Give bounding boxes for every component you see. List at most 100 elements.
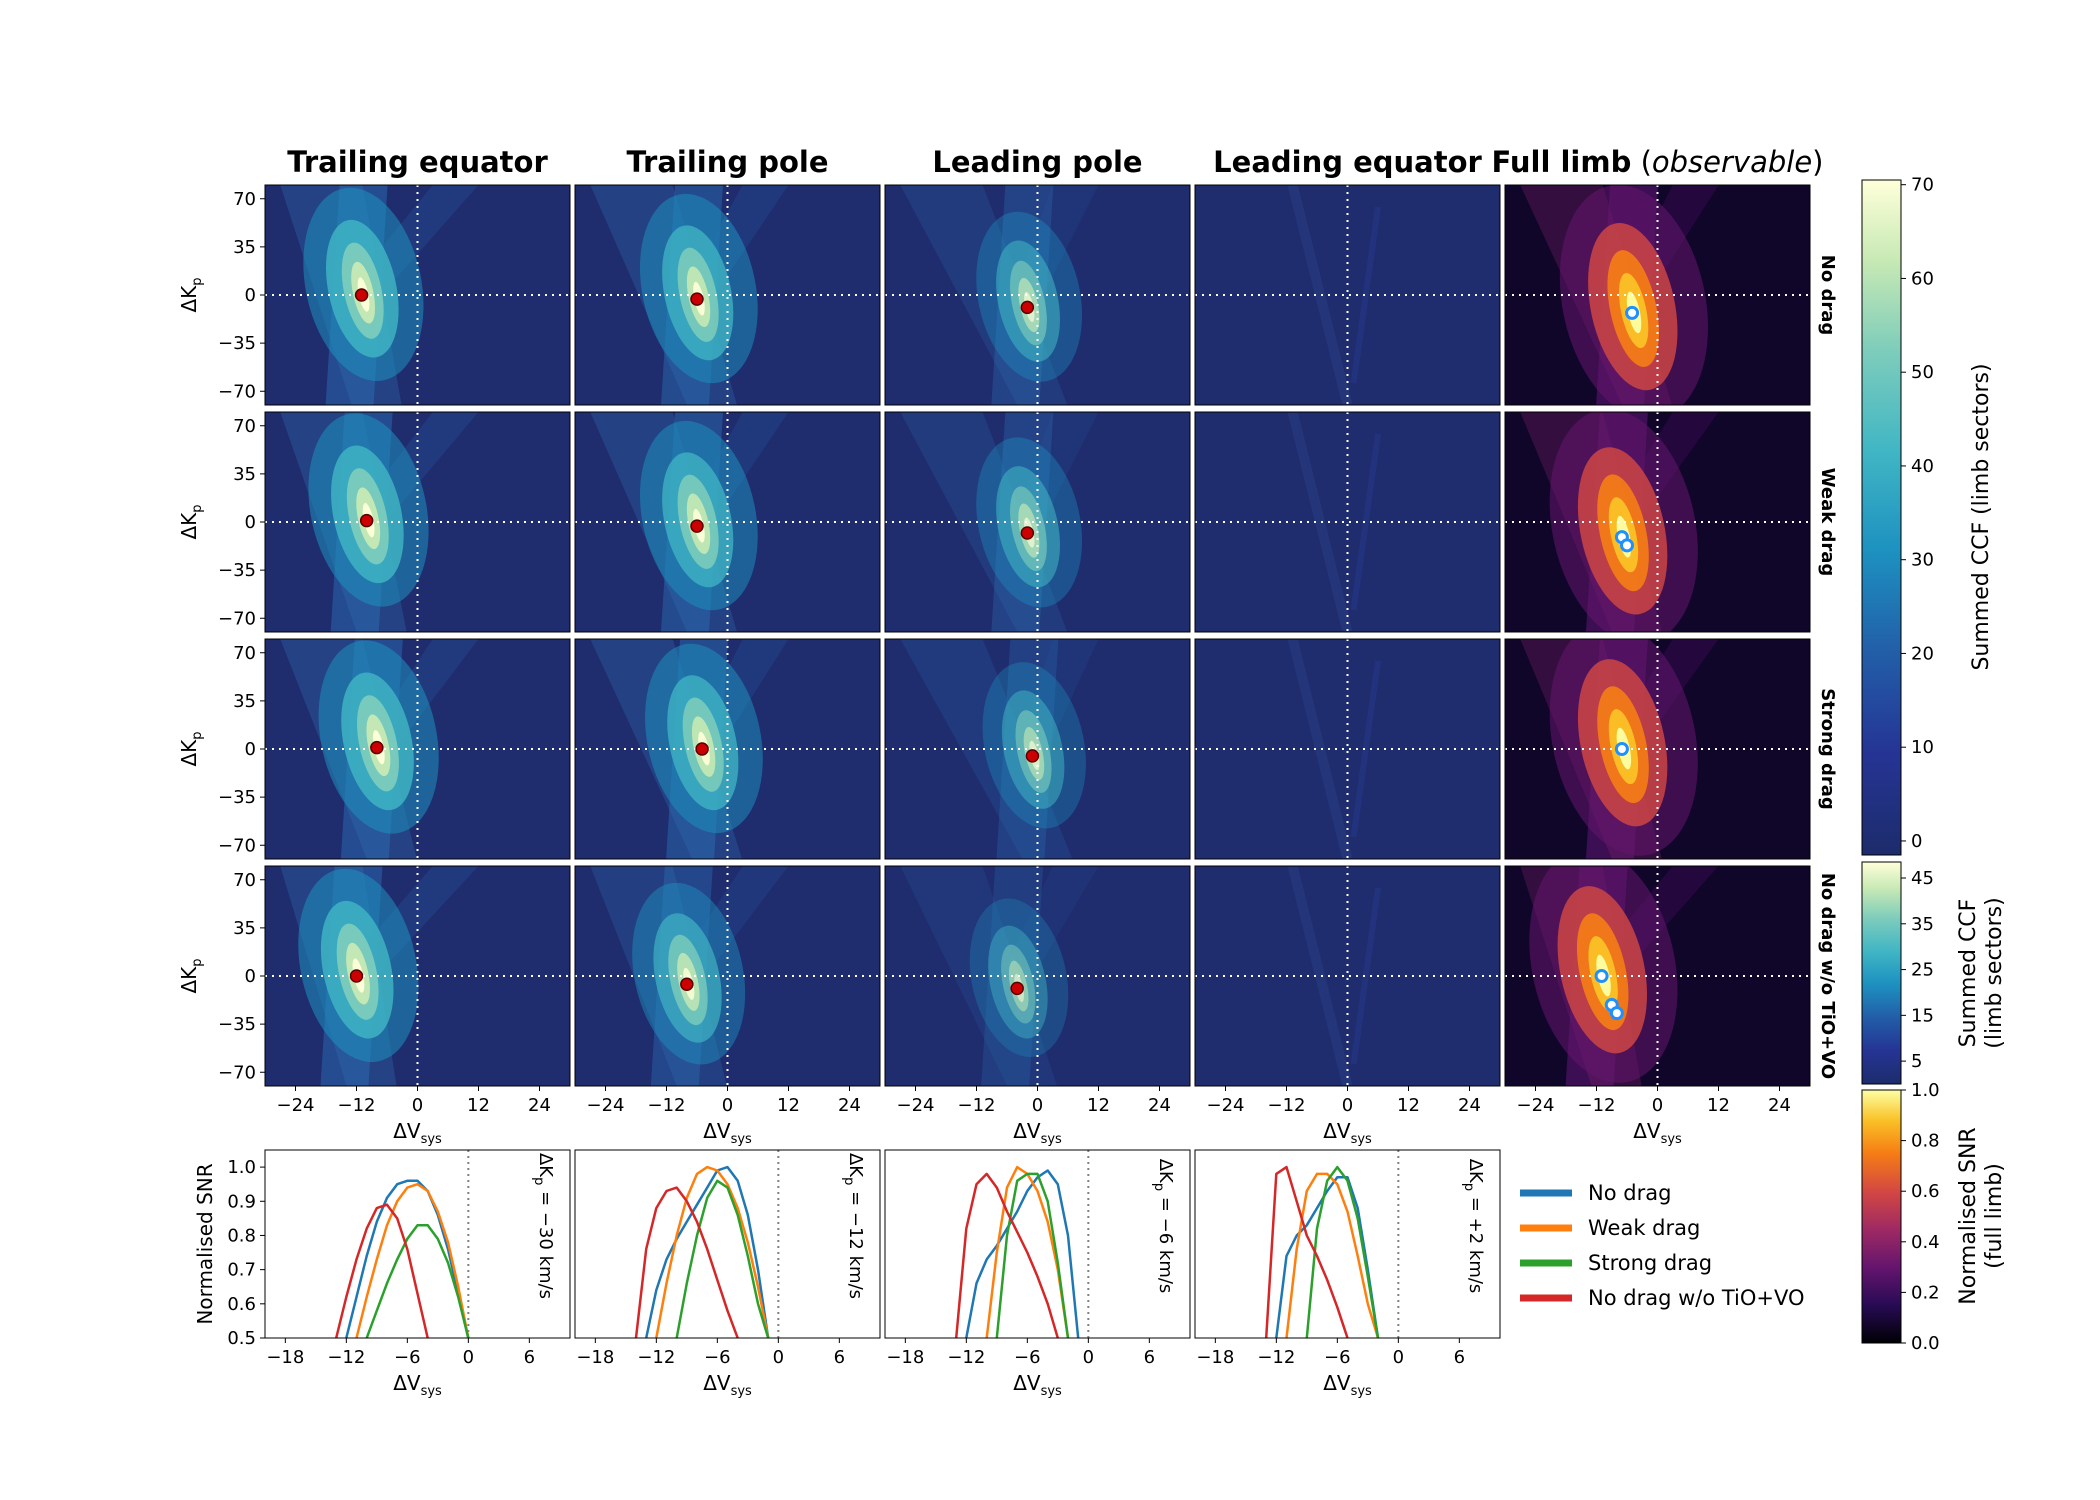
column-title: Leading pole: [932, 145, 1142, 179]
map-frame: [1504, 184, 1811, 406]
snr-ytick-label: 1.0: [227, 1157, 256, 1178]
snr-line: [334, 1203, 429, 1338]
snr-xlabel-main: ΔV: [1323, 1371, 1351, 1395]
snr-xlabel-sub: sys: [421, 1384, 442, 1399]
map-ytick-label: −70: [218, 381, 256, 402]
snr-line: [995, 1172, 1070, 1338]
map-frame: [574, 411, 881, 633]
map-cone: [1007, 866, 1099, 987]
colorbar-tick-label: 0.4: [1911, 1232, 1940, 1253]
snr-xlabel-main: ΔV: [1013, 1371, 1041, 1395]
map-streak: [1287, 185, 1353, 405]
full-limb-peak-marker: [1614, 742, 1629, 756]
full-limb-title-italic: observable: [1652, 145, 1812, 179]
colorbar-tick-label: 70: [1911, 175, 1934, 196]
colorbar-gradient: [1861, 179, 1902, 856]
peak-marker: [690, 519, 704, 533]
row-label: No drag: [1817, 255, 1838, 336]
colorbar: 45 35 25 15 5 Summed CCF (limb sectors): [1861, 861, 2007, 1085]
colorbar-tick-label: 40: [1911, 456, 1934, 477]
full-limb-title-close: ): [1812, 145, 1823, 179]
full-limb-map: [1504, 638, 1811, 860]
sector-map: [574, 638, 881, 860]
snr-line: [675, 1179, 770, 1338]
colorbar-tick-label: 25: [1911, 960, 1934, 981]
colorbar-tick-label: 0.2: [1911, 1282, 1940, 1303]
kp-label-rest: = −12 km/s: [845, 1185, 866, 1299]
snr-xlabel-main: ΔV: [703, 1371, 731, 1395]
map-xlabel-sub: sys: [1661, 1132, 1682, 1147]
map-xlabel: ΔVsys: [1633, 1119, 1682, 1147]
map-ytick-label: 0: [245, 739, 256, 760]
peak-marker: [354, 288, 369, 302]
colorbar-tick-label: 10: [1911, 737, 1934, 758]
snr-xlabel-main: ΔV: [393, 1371, 421, 1395]
snr-line: [1275, 1176, 1380, 1338]
colorbar-tick-label: 0: [1911, 831, 1922, 852]
sector-map: [264, 184, 571, 406]
snr-xlabel-sub: sys: [731, 1384, 752, 1399]
peak-marker: [359, 513, 374, 528]
snr-ytick-label: 0.7: [227, 1260, 256, 1281]
map-frame: [574, 638, 881, 860]
kp-label-main: ΔK: [1465, 1159, 1486, 1184]
colorbar-tick-label: 45: [1911, 868, 1934, 889]
sector-map: [884, 411, 1191, 633]
sector-map: [1194, 865, 1501, 1087]
map-ytick-label: 70: [233, 416, 256, 437]
snr-panel: −18 −12 −6 0 6 ΔVsys ΔKp = −30 km/s 1.0 0.9 0.8 0.…: [193, 1149, 571, 1399]
snr-frame: [574, 1149, 881, 1339]
map-xlabel-sub: sys: [731, 1132, 752, 1147]
snr-line: [345, 1179, 470, 1338]
map-ytick-label: −35: [218, 333, 256, 354]
kp-label-main: ΔK: [845, 1153, 866, 1178]
map-xtick-label: −12: [338, 1095, 376, 1116]
map-xlabel-main: ΔV: [703, 1119, 731, 1143]
map-streak: [1287, 866, 1353, 1086]
kp-label-sub: p: [841, 1177, 856, 1185]
map-xtick-label: −12: [648, 1095, 686, 1116]
map-xtick-label: 0: [1342, 1095, 1353, 1116]
map-streak: [1287, 412, 1353, 632]
snr-xtick-label: −18: [1196, 1347, 1234, 1368]
colorbar-gradient: [1861, 1089, 1902, 1344]
sector-map: [574, 184, 881, 406]
map-ylabel-sub: p: [190, 277, 205, 285]
map-xlabel: ΔVsys: [393, 1119, 442, 1147]
map-xtick-label: 0: [412, 1095, 423, 1116]
map-frame: [1504, 411, 1811, 633]
kp-label: ΔKp = −30 km/s: [531, 1153, 556, 1299]
map-xtick-label: 12: [1397, 1095, 1420, 1116]
kp-label-sub: p: [531, 1177, 546, 1185]
map-frame: [884, 638, 1191, 860]
map-streak: [1350, 660, 1381, 838]
map-ytick-label: −70: [218, 1062, 256, 1083]
peak-marker: [690, 292, 704, 306]
map-xlabel: ΔVsys: [703, 1119, 752, 1147]
snr-line: [965, 1169, 1080, 1338]
kp-label-sub: p: [1461, 1183, 1476, 1191]
map-xtick-label: 24: [1148, 1095, 1171, 1116]
peak-marker: [1020, 300, 1035, 315]
colorbar-tick-label: 0.8: [1911, 1131, 1940, 1152]
snr-line: [634, 1186, 739, 1338]
snr-xtick-label: 6: [524, 1347, 535, 1368]
snr-xlabel: ΔVsys: [1323, 1371, 1372, 1399]
snr-xlabel: ΔVsys: [703, 1371, 752, 1399]
map-xtick-label: 12: [777, 1095, 800, 1116]
peak-marker: [370, 740, 384, 755]
snr-xtick-label: −12: [1257, 1347, 1295, 1368]
map-xlabel-sub: sys: [421, 1132, 442, 1147]
snr-line: [644, 1165, 770, 1338]
sector-map: [1194, 638, 1501, 860]
map-xtick-label: −24: [277, 1095, 315, 1116]
snr-xlabel: ΔVsys: [393, 1371, 442, 1399]
map-cone: [900, 866, 1058, 1086]
map-ytick-label: 35: [233, 691, 256, 712]
snr-xtick-label: −12: [637, 1347, 675, 1368]
map-ytick-label: 35: [233, 237, 256, 258]
map-frame: [574, 184, 881, 406]
legend-label: No drag: [1588, 1181, 1671, 1205]
